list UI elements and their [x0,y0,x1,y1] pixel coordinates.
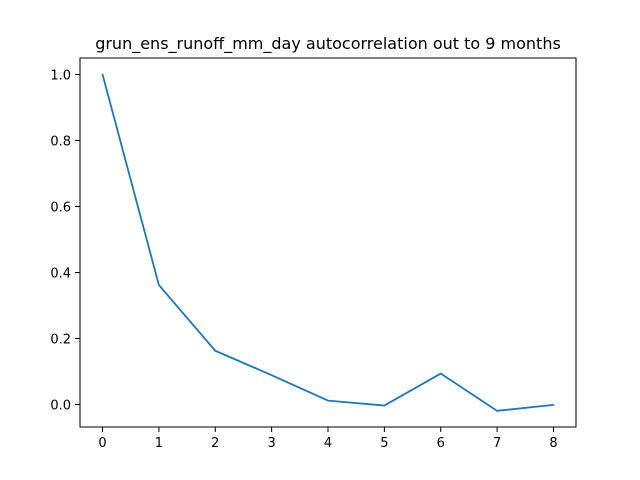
x-tick-label: 2 [211,436,219,451]
x-axis: 0 1 2 3 4 5 6 7 8 [98,427,558,451]
x-tick-label: 1 [155,436,163,451]
series-line-autocorrelation [101,73,555,412]
y-tick-label: 0.6 [50,201,71,216]
y-tick-label: 0.4 [50,267,71,282]
plot-area [79,57,577,428]
chart-title: grun_ens_runoff_mm_day autocorrelation o… [95,34,561,54]
x-tick-label: 4 [324,436,332,451]
y-tick-label: 0.8 [50,135,71,150]
x-tick-label: 3 [267,436,275,451]
x-tick-label: 5 [380,436,388,451]
y-tick-label: 1.0 [50,69,71,84]
x-tick-label: 7 [493,436,501,451]
x-tick-label: 8 [549,436,557,451]
y-axis: 0.0 0.2 0.4 0.6 0.8 1.0 [50,69,80,414]
x-tick-label: 6 [437,436,445,451]
x-tick-label: 0 [98,436,106,451]
y-tick-label: 0.2 [50,333,71,348]
y-tick-label: 0.0 [50,399,71,414]
